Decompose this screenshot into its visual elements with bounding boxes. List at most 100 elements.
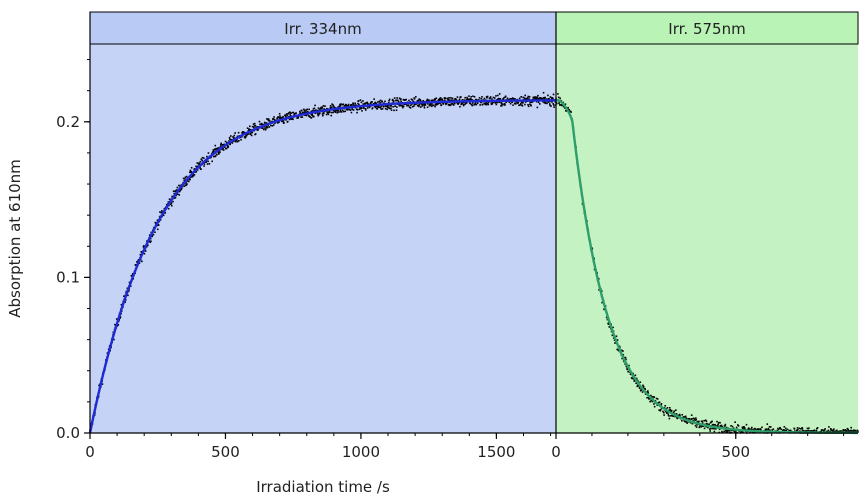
- phase-1-point: [525, 97, 528, 100]
- phase-1-point: [400, 100, 402, 103]
- phase-2-header: [555, 11, 859, 45]
- phase-2-point: [675, 409, 677, 411]
- phase-1-point: [321, 113, 324, 115]
- phase-1-point: [498, 98, 500, 100]
- phase-1-point: [286, 114, 288, 117]
- phase-1-point: [151, 235, 153, 238]
- phase-1-point: [272, 118, 274, 120]
- phase-1-point: [381, 100, 384, 103]
- phase-1-point: [136, 261, 138, 263]
- phase-1-point: [243, 131, 245, 134]
- phase-1-x-tick-label: 500: [211, 443, 240, 461]
- phase-1-point: [523, 97, 526, 99]
- phase-1-point: [495, 103, 498, 106]
- phase-1-point: [196, 162, 199, 164]
- phase-1-point: [277, 116, 280, 119]
- phase-1-point: [139, 253, 142, 256]
- phase-1-point: [464, 96, 467, 99]
- phase-1-point: [264, 128, 267, 131]
- phase-1-point: [539, 103, 541, 105]
- phase-1-point: [356, 111, 358, 114]
- phase-1-point: [533, 96, 536, 98]
- phase-2-point: [557, 93, 559, 95]
- phase-1-point: [354, 102, 356, 105]
- phase-2-point: [806, 430, 808, 432]
- phase-2-point: [721, 426, 724, 428]
- phase-2-point: [711, 420, 713, 423]
- phase-1-point: [534, 96, 537, 98]
- phase-2-point: [673, 410, 676, 412]
- phase-2-point: [688, 417, 691, 420]
- phase-2-point: [842, 430, 844, 433]
- phase-1-point: [170, 202, 173, 204]
- phase-1-point: [285, 113, 288, 115]
- phase-1-point: [447, 103, 450, 106]
- phase-2-point: [850, 429, 852, 432]
- phase-1-point: [263, 127, 265, 129]
- phase-2-point: [751, 431, 753, 434]
- phase-1-point: [521, 101, 523, 104]
- phase-1-point: [156, 219, 159, 222]
- phase-1-point: [247, 133, 250, 135]
- phase-2-point: [758, 428, 760, 430]
- phase-1-point: [379, 99, 382, 102]
- phase-2-point: [769, 426, 772, 428]
- phase-2-point: [694, 419, 696, 421]
- phase-2-point: [827, 429, 830, 432]
- phase-2-point: [676, 416, 678, 419]
- phase-2-point: [681, 413, 684, 416]
- phase-1-point: [399, 104, 402, 107]
- phase-1-point: [366, 107, 369, 109]
- phase-2-point: [646, 391, 649, 393]
- phase-1-point: [150, 240, 152, 243]
- phase-1-point: [449, 104, 452, 107]
- phase-1-point: [434, 98, 437, 101]
- phase-1-point: [351, 108, 354, 111]
- phase-2-point: [605, 316, 608, 319]
- phase-1-point: [251, 131, 254, 134]
- phase-1-point: [550, 96, 553, 99]
- phase-1-point: [261, 127, 264, 130]
- phase-1-point: [374, 101, 377, 104]
- phase-1-point: [226, 144, 229, 147]
- phase-1-point: [503, 96, 505, 99]
- phase-1-point: [278, 121, 280, 123]
- phase-2-point: [786, 428, 789, 431]
- phase-1-point: [466, 96, 468, 99]
- phase-1-point: [387, 101, 390, 104]
- phase-2-point: [832, 429, 834, 432]
- phase-1-point: [223, 146, 226, 149]
- phase-2-point: [781, 429, 784, 432]
- phase-2-point: [750, 426, 753, 429]
- y-axis-title: Absorption at 610nm: [6, 159, 24, 318]
- phase-1-point: [266, 118, 268, 120]
- phase-1-point: [273, 116, 275, 118]
- phase-1-point: [423, 106, 426, 109]
- phase-1-point: [274, 122, 276, 124]
- phase-2-point: [644, 388, 646, 391]
- phase-1-point: [462, 104, 465, 107]
- phase-1-point: [265, 127, 267, 129]
- phase-1-point: [412, 100, 415, 103]
- phase-2-point: [806, 427, 809, 430]
- phase-2-x-tick-label: 0: [551, 443, 561, 461]
- phase-1-point: [331, 106, 333, 109]
- phase-1-point: [471, 104, 474, 107]
- phase-1-point: [246, 127, 249, 129]
- phase-1-point: [479, 101, 482, 104]
- phase-1-point: [469, 102, 472, 105]
- phase-1-point: [510, 97, 513, 100]
- phase-2-point: [724, 423, 727, 426]
- phase-1-point: [351, 107, 353, 110]
- phase-1-point: [281, 120, 283, 123]
- phase-2-point: [833, 428, 835, 430]
- phase-1-point: [248, 125, 251, 128]
- phase-2-point: [856, 429, 859, 432]
- phase-1-point: [303, 109, 306, 112]
- phase-1-point: [176, 193, 179, 195]
- phase-2-point: [737, 424, 739, 426]
- phase-1-point: [310, 117, 313, 119]
- phase-2-point: [850, 426, 852, 429]
- phase-1-point: [529, 101, 531, 104]
- phase-1-point: [492, 101, 494, 104]
